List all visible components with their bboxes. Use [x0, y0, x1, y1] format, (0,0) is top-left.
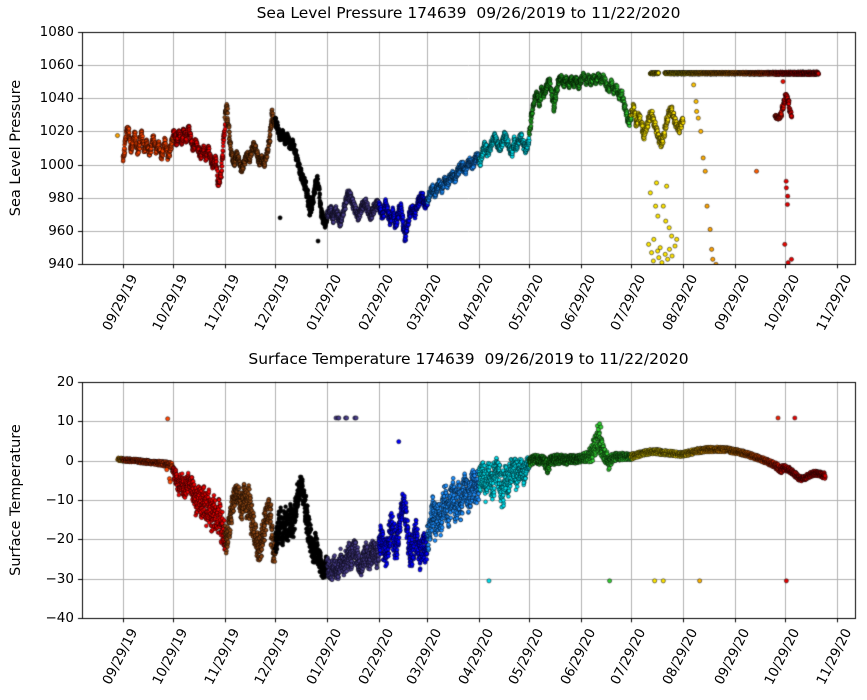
y-tick-label: −10	[45, 492, 75, 508]
y-tick-label: 980	[48, 189, 74, 206]
y-tick-label: 960	[48, 223, 74, 240]
y-tick-label: 10	[56, 413, 74, 430]
y-tick-label: −30	[45, 570, 75, 587]
y-tick-label: 1080	[39, 23, 74, 40]
y-tick-label: 1060	[39, 56, 74, 73]
temp-chart-title: Surface Temperature 174639 09/26/2019 to…	[248, 350, 689, 368]
y-tick-label: −20	[45, 531, 75, 548]
slp-chart-title: Sea Level Pressure 174639 09/26/2019 to …	[256, 4, 681, 22]
y-tick-label: −40	[45, 610, 75, 627]
y-tick-label: 1040	[39, 90, 74, 107]
y-tick-label: 940	[48, 256, 74, 273]
y-tick-label: 1020	[39, 123, 74, 140]
y-tick-label: 1000	[39, 156, 74, 173]
y-tick-label: 20	[56, 373, 74, 390]
y-tick-label: 0	[65, 452, 74, 469]
